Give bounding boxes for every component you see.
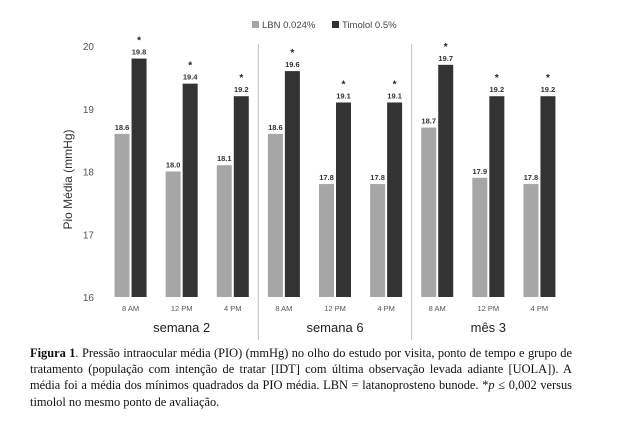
data-label: 17.8 <box>524 173 539 182</box>
data-label: 17.8 <box>370 173 385 182</box>
legend-swatch <box>332 21 339 28</box>
data-label: 18.6 <box>268 123 283 132</box>
data-label: 17.8 <box>319 173 334 182</box>
x-tick-label: 8 AM <box>122 304 139 313</box>
significance-marker: * <box>495 73 499 84</box>
x-tick-label: 8 AM <box>275 304 292 313</box>
y-tick-label: 16 <box>83 293 95 304</box>
caption-p-symbol: p <box>488 378 495 393</box>
group-label: mês 3 <box>471 320 506 335</box>
bar <box>540 96 556 297</box>
significance-marker: * <box>444 42 448 53</box>
bar <box>319 184 334 297</box>
bar <box>438 64 454 297</box>
data-label: 19.1 <box>387 91 402 100</box>
x-tick-label: 4 PM <box>531 304 549 313</box>
x-tick-label: 12 PM <box>324 304 346 313</box>
y-tick-label: 18 <box>83 168 95 179</box>
data-label: 19.2 <box>541 85 556 94</box>
group-label: semana 6 <box>306 320 363 335</box>
significance-marker: * <box>188 61 192 72</box>
bar <box>523 184 539 297</box>
bars: 18.619.8*18.019.4*18.119.2*18.619.6*17.8… <box>114 36 556 298</box>
data-label: 17.9 <box>473 167 488 176</box>
data-label: 19.7 <box>438 54 453 63</box>
data-label: 19.1 <box>336 91 351 100</box>
bar <box>182 83 198 298</box>
bar <box>131 58 147 297</box>
bar <box>284 71 300 297</box>
bar-chart: LBN 0.024% Timolol 0.5% 16 17 18 19 20 Pio Méd… <box>61 20 556 340</box>
significance-marker: * <box>546 73 550 84</box>
data-label: 18.0 <box>166 161 181 170</box>
data-label: 19.8 <box>132 48 147 57</box>
significance-marker: * <box>137 36 141 47</box>
bar <box>387 102 403 297</box>
y-tick-label: 17 <box>83 230 95 241</box>
bar <box>489 96 505 297</box>
caption-text: . Pressão intraocular média (PIO) (mmHg)… <box>30 346 572 393</box>
x-tick-label: 4 PM <box>224 304 242 313</box>
x-axis: 8 AM 12 PM 4 PM semana 2 8 AM 12 PM 4 PM semana… <box>122 44 548 340</box>
data-label: 19.6 <box>285 60 300 69</box>
legend: LBN 0.024% Timolol 0.5% <box>252 20 397 31</box>
y-tick-label: 20 <box>83 42 95 53</box>
data-label: 18.6 <box>115 123 130 132</box>
data-label: 18.1 <box>217 154 232 163</box>
x-tick-label: 8 AM <box>429 304 446 313</box>
data-label: 18.7 <box>421 117 436 126</box>
figure-caption: Figura 1. Pressão intraocular média (PIO… <box>30 345 572 410</box>
caption-label: Figura 1 <box>30 346 76 360</box>
significance-marker: * <box>342 79 346 90</box>
y-tick-label: 19 <box>83 105 95 116</box>
caption-text-end: ≤ 0,002 versus timolol no mesmo ponto de… <box>30 378 572 409</box>
y-axis: 16 17 18 19 20 Pio Média (mmHg) <box>61 42 94 304</box>
bar <box>165 171 181 297</box>
legend-label: LBN 0.024% <box>262 20 316 31</box>
bar <box>421 127 437 297</box>
x-tick-label: 12 PM <box>477 304 499 313</box>
x-tick-label: 12 PM <box>171 304 193 313</box>
legend-swatch <box>252 21 259 28</box>
bar <box>267 133 283 297</box>
data-label: 19.4 <box>183 73 198 82</box>
bar <box>336 102 351 297</box>
bar <box>216 165 232 297</box>
bar <box>472 177 488 297</box>
significance-marker: * <box>393 79 397 90</box>
bar <box>370 184 386 297</box>
significance-marker: * <box>239 73 243 84</box>
data-label: 19.2 <box>490 85 505 94</box>
legend-label: Timolol 0.5% <box>342 20 397 31</box>
x-tick-label: 4 PM <box>377 304 395 313</box>
significance-marker: * <box>290 48 294 59</box>
data-label: 19.2 <box>234 85 249 94</box>
bar <box>233 96 249 297</box>
bar <box>114 133 130 297</box>
y-axis-label: Pio Média (mmHg) <box>61 129 75 229</box>
group-label: semana 2 <box>153 320 210 335</box>
